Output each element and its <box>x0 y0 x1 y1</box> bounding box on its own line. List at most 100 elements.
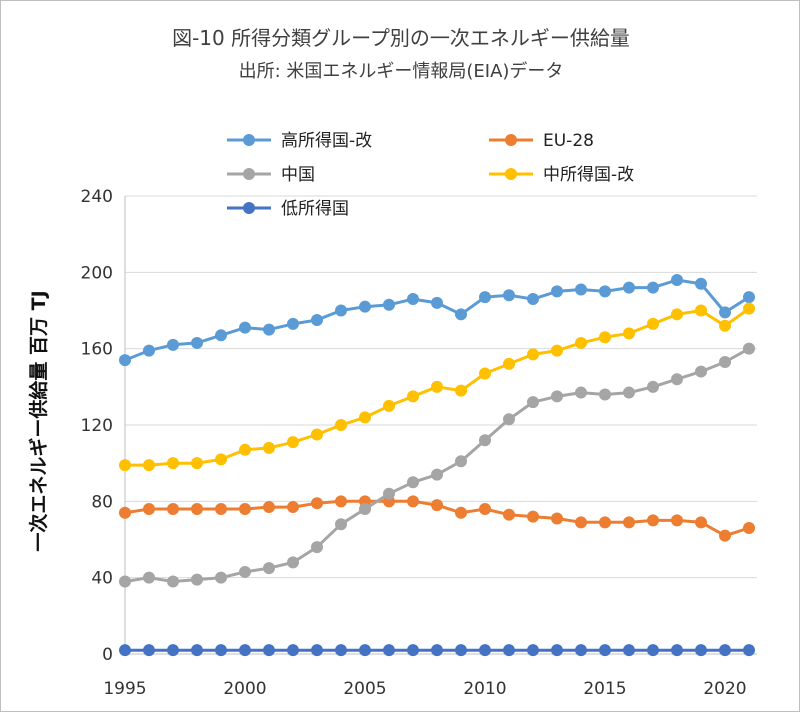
data-point <box>431 296 443 309</box>
x-tick-label: 2005 <box>343 679 386 699</box>
data-point <box>335 495 347 508</box>
data-point <box>239 644 251 657</box>
y-tick-label: 240 <box>81 187 113 207</box>
data-point <box>527 644 539 657</box>
data-point <box>479 644 491 657</box>
data-point <box>671 273 683 286</box>
data-point <box>191 502 203 515</box>
data-point <box>191 336 203 349</box>
data-point <box>263 644 275 657</box>
data-point <box>479 434 491 447</box>
data-point <box>503 289 515 302</box>
data-point <box>719 306 731 319</box>
data-point <box>263 323 275 336</box>
data-point <box>335 644 347 657</box>
data-point <box>671 308 683 321</box>
data-point <box>287 644 299 657</box>
data-point <box>287 317 299 330</box>
plot-area <box>119 273 755 657</box>
data-point <box>167 502 179 515</box>
data-point <box>311 428 323 441</box>
x-tick-label: 2000 <box>223 679 266 699</box>
data-point <box>407 644 419 657</box>
legend-label: 高所得国-改 <box>281 131 372 151</box>
data-point <box>575 283 587 296</box>
x-tick-label: 1995 <box>103 679 146 699</box>
data-point <box>311 314 323 327</box>
data-point <box>479 367 491 380</box>
x-tick-label: 2010 <box>463 679 506 699</box>
x-axis-ticks: 1995 2000 2005 2010 2015 2020 <box>103 679 746 699</box>
data-point <box>335 304 347 317</box>
data-point <box>551 390 563 403</box>
data-point <box>191 457 203 470</box>
data-point <box>623 327 635 340</box>
y-axis-ticks: 0 40 80 120 160 200 240 <box>81 187 113 665</box>
data-point <box>671 373 683 386</box>
data-point <box>551 285 563 298</box>
data-point <box>623 281 635 294</box>
data-point <box>479 502 491 515</box>
data-point <box>647 380 659 393</box>
data-point <box>647 514 659 527</box>
data-point <box>311 541 323 554</box>
data-point <box>647 317 659 330</box>
data-point <box>575 644 587 657</box>
data-point <box>215 329 227 342</box>
data-point <box>599 285 611 298</box>
data-point <box>167 575 179 588</box>
data-point <box>287 556 299 569</box>
data-point <box>431 468 443 481</box>
data-point <box>503 508 515 521</box>
data-point <box>167 338 179 351</box>
series-5 <box>119 644 755 657</box>
data-point <box>695 365 707 378</box>
legend-swatch-marker <box>243 202 255 214</box>
data-point <box>287 436 299 449</box>
data-point <box>119 354 131 367</box>
data-point <box>647 644 659 657</box>
data-point <box>599 644 611 657</box>
data-point <box>119 459 131 472</box>
data-point <box>551 512 563 525</box>
data-point <box>407 476 419 489</box>
data-point <box>455 384 467 397</box>
data-point <box>383 487 395 500</box>
series-3 <box>119 342 755 588</box>
data-point <box>623 386 635 399</box>
data-point <box>575 336 587 349</box>
data-point <box>239 321 251 334</box>
data-point <box>407 495 419 508</box>
data-point <box>431 499 443 512</box>
legend-swatch-marker <box>243 168 255 180</box>
data-point <box>479 291 491 304</box>
data-point <box>743 644 755 657</box>
data-point <box>407 390 419 403</box>
data-point <box>431 644 443 657</box>
chart-subtitle: 出所: 米国エネルギー情報局(EIA)データ <box>239 61 564 82</box>
series-4 <box>119 302 755 472</box>
legend-swatch-marker <box>243 134 255 146</box>
data-point <box>119 575 131 588</box>
data-point <box>647 281 659 294</box>
x-tick-label: 2015 <box>583 679 626 699</box>
y-tick-label: 120 <box>81 416 113 436</box>
data-point <box>695 516 707 529</box>
data-point <box>215 571 227 584</box>
data-point <box>215 453 227 466</box>
data-point <box>527 510 539 523</box>
data-point <box>455 308 467 321</box>
data-point <box>359 502 371 515</box>
legend-label: 低所得国 <box>281 199 349 219</box>
data-point <box>503 644 515 657</box>
data-point <box>119 506 131 519</box>
data-point <box>599 388 611 401</box>
data-point <box>143 644 155 657</box>
y-tick-label: 80 <box>91 492 113 512</box>
data-point <box>503 357 515 370</box>
series-1 <box>119 273 755 367</box>
series-2 <box>119 495 755 542</box>
data-point <box>527 293 539 306</box>
data-point <box>263 501 275 514</box>
